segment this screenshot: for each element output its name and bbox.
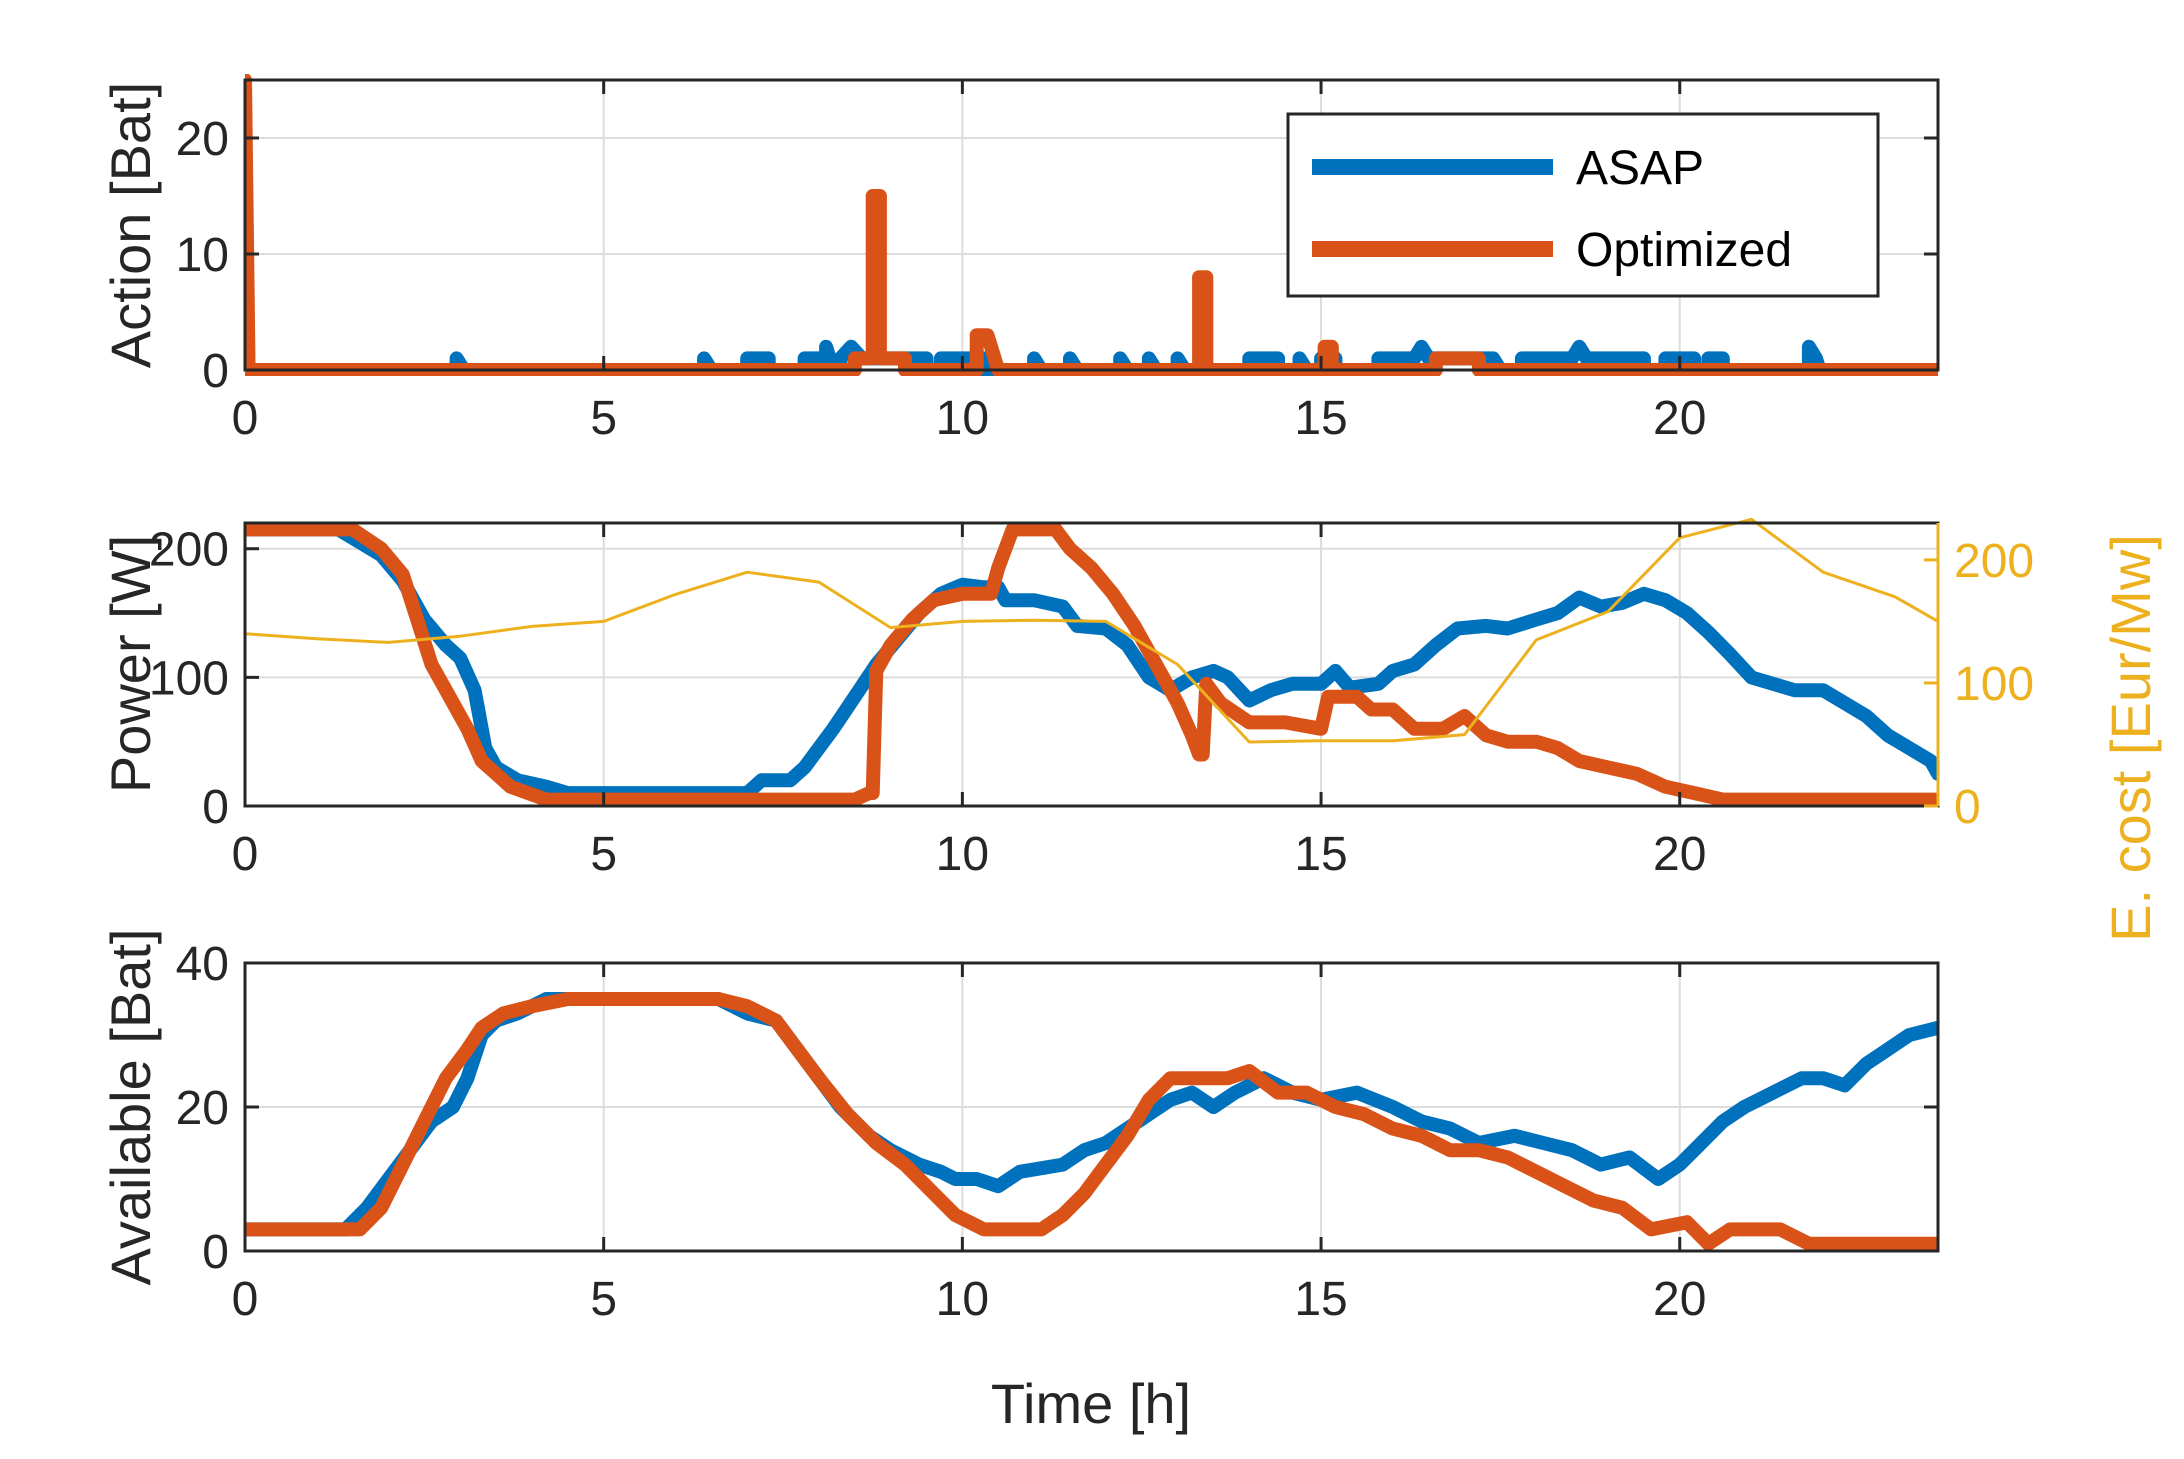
legend-box	[1286, 112, 1880, 298]
power-series-asap	[245, 522, 1938, 801]
action-x-tick-label: 20	[1653, 392, 1706, 445]
power-y-tick-label: 200	[149, 524, 229, 577]
action-y-tick-label: 0	[202, 345, 229, 398]
legend-optimized-label: Optimized	[1576, 224, 1792, 277]
power-x-ticks: 0 5 10 15 20	[232, 523, 1706, 881]
legend-asap-label: ASAP	[1576, 142, 1704, 195]
action-y-tick-label: 20	[176, 113, 229, 166]
power-x-tick-label: 20	[1653, 828, 1706, 881]
x-axis-label: Time [h]	[991, 1372, 1191, 1435]
available-x-tick-label: 15	[1294, 1273, 1347, 1326]
available-panel: 0 5 10 15 20 0 20 40 Available [Bat] Time [h]	[99, 929, 1940, 1435]
action-x-ticks: 0 5 10 15 20	[232, 80, 1706, 445]
available-grid	[245, 963, 1938, 1251]
available-x-tick-label: 0	[232, 1273, 259, 1326]
available-y-tick-label: 40	[176, 938, 229, 991]
ecost-y-axis-label: E. cost [Eur/Mw]	[2099, 534, 2162, 942]
available-y-axis-label: Available [Bat]	[99, 929, 162, 1286]
available-y-tick-label: 20	[176, 1082, 229, 1135]
available-x-ticks: 0 5 10 15 20	[232, 963, 1706, 1326]
action-axes-box	[243, 78, 1940, 372]
available-x-tick-label: 5	[590, 1273, 617, 1326]
power-x-tick-label: 10	[936, 828, 989, 881]
available-x-tick-label: 10	[936, 1273, 989, 1326]
power-y-ticks: 0 100 200	[149, 524, 259, 834]
power-series	[245, 517, 1938, 807]
power-x-tick-label: 0	[232, 828, 259, 881]
legend[interactable]: ASAP Optimized	[1286, 112, 1880, 298]
power-grid	[245, 523, 1938, 806]
action-y-axis-label: Action [Bat]	[99, 82, 162, 368]
available-y-ticks: 0 20 40	[176, 938, 1938, 1279]
power-series-e-cost	[245, 517, 1938, 744]
action-x-tick-label: 15	[1294, 392, 1347, 445]
action-y-tick-label: 10	[176, 229, 229, 282]
power-right-y-ticks: 0 100 200	[1924, 535, 2034, 834]
action-x-tick-label: 0	[232, 392, 259, 445]
power-panel: 0 5 10 15 20 0 100 200 0 100 200 Power [W] E. co…	[99, 517, 2162, 942]
power-x-tick-label: 5	[590, 828, 617, 881]
power-y-tick-label: 0	[202, 781, 229, 834]
available-x-tick-label: 20	[1653, 1273, 1706, 1326]
ecost-y-tick-label: 0	[1954, 781, 1981, 834]
action-x-tick-label: 10	[936, 392, 989, 445]
power-y-axis-label: Power [W]	[99, 535, 162, 793]
ecost-y-tick-label: 100	[1954, 658, 2034, 711]
available-series-optimized	[245, 992, 1938, 1251]
power-x-tick-label: 15	[1294, 828, 1347, 881]
available-y-tick-label: 0	[202, 1226, 229, 1279]
available-series	[245, 992, 1938, 1251]
power-y-tick-label: 100	[149, 652, 229, 705]
ecost-y-tick-label: 200	[1954, 535, 2034, 588]
action-x-tick-label: 5	[590, 392, 617, 445]
action-y-ticks: 0 10 20	[176, 113, 1938, 398]
action-panel: 0 5 10 15 20 0 10 20 Action [Bat] ASAP Optimiz…	[99, 74, 1940, 445]
